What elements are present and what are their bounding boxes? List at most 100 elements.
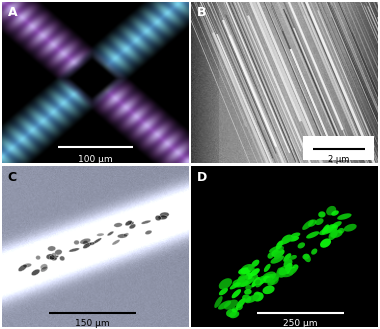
Text: 2 μm: 2 μm xyxy=(328,155,350,164)
Ellipse shape xyxy=(318,211,326,217)
Ellipse shape xyxy=(289,267,298,275)
Ellipse shape xyxy=(293,264,298,270)
Ellipse shape xyxy=(242,294,251,302)
Ellipse shape xyxy=(83,242,92,249)
Ellipse shape xyxy=(158,215,167,220)
Ellipse shape xyxy=(264,264,271,272)
Ellipse shape xyxy=(46,254,54,260)
Ellipse shape xyxy=(331,210,339,216)
Ellipse shape xyxy=(276,240,283,250)
Ellipse shape xyxy=(253,291,260,298)
Ellipse shape xyxy=(55,249,62,255)
Ellipse shape xyxy=(83,240,88,245)
Ellipse shape xyxy=(302,219,314,230)
Ellipse shape xyxy=(51,253,56,257)
Ellipse shape xyxy=(93,238,101,244)
Ellipse shape xyxy=(277,267,286,275)
Ellipse shape xyxy=(125,220,132,226)
Ellipse shape xyxy=(263,286,275,294)
Ellipse shape xyxy=(268,252,274,259)
Ellipse shape xyxy=(241,277,254,287)
Ellipse shape xyxy=(41,266,48,272)
Ellipse shape xyxy=(245,272,253,280)
Ellipse shape xyxy=(306,231,319,239)
Ellipse shape xyxy=(248,265,255,271)
Ellipse shape xyxy=(226,309,236,317)
Ellipse shape xyxy=(241,264,253,274)
Ellipse shape xyxy=(326,206,336,215)
Ellipse shape xyxy=(261,271,276,282)
Ellipse shape xyxy=(224,300,238,310)
Text: 250 μm: 250 μm xyxy=(283,319,318,328)
Ellipse shape xyxy=(160,212,169,217)
Ellipse shape xyxy=(283,253,291,262)
Ellipse shape xyxy=(231,307,238,312)
Ellipse shape xyxy=(230,281,241,290)
Ellipse shape xyxy=(18,265,27,271)
Ellipse shape xyxy=(277,246,284,251)
Ellipse shape xyxy=(330,230,343,238)
Ellipse shape xyxy=(331,221,342,228)
Ellipse shape xyxy=(302,254,309,260)
Ellipse shape xyxy=(51,255,59,260)
Ellipse shape xyxy=(31,269,40,276)
Ellipse shape xyxy=(219,288,228,295)
Ellipse shape xyxy=(268,275,274,281)
Ellipse shape xyxy=(129,224,136,229)
Text: B: B xyxy=(197,7,206,19)
Ellipse shape xyxy=(107,231,114,236)
Ellipse shape xyxy=(322,224,329,234)
Ellipse shape xyxy=(329,229,338,240)
Ellipse shape xyxy=(315,218,324,225)
Ellipse shape xyxy=(255,279,260,285)
Ellipse shape xyxy=(281,235,293,244)
Ellipse shape xyxy=(248,273,258,281)
Ellipse shape xyxy=(238,267,252,275)
Ellipse shape xyxy=(344,224,357,232)
Ellipse shape xyxy=(282,267,297,274)
Ellipse shape xyxy=(329,224,337,231)
Text: 100 μm: 100 μm xyxy=(78,155,112,164)
Ellipse shape xyxy=(237,276,247,283)
Ellipse shape xyxy=(141,220,151,224)
Ellipse shape xyxy=(263,276,271,282)
Ellipse shape xyxy=(289,236,299,241)
Ellipse shape xyxy=(304,254,311,262)
Text: 150 μm: 150 μm xyxy=(75,319,110,328)
Ellipse shape xyxy=(69,248,79,252)
Ellipse shape xyxy=(252,260,260,267)
Text: D: D xyxy=(197,170,207,184)
Ellipse shape xyxy=(266,277,273,283)
Ellipse shape xyxy=(255,276,265,288)
Ellipse shape xyxy=(279,265,290,275)
Ellipse shape xyxy=(40,264,48,269)
Ellipse shape xyxy=(155,215,161,221)
Ellipse shape xyxy=(281,271,293,277)
Ellipse shape xyxy=(269,246,282,253)
Ellipse shape xyxy=(271,255,284,264)
Ellipse shape xyxy=(218,300,231,310)
Ellipse shape xyxy=(285,263,293,271)
Ellipse shape xyxy=(230,309,237,316)
Ellipse shape xyxy=(268,280,275,286)
Ellipse shape xyxy=(250,268,260,276)
Ellipse shape xyxy=(291,233,300,238)
Ellipse shape xyxy=(214,296,223,308)
Ellipse shape xyxy=(74,240,79,245)
Ellipse shape xyxy=(245,285,252,291)
Ellipse shape xyxy=(236,304,243,310)
Ellipse shape xyxy=(244,289,252,295)
Ellipse shape xyxy=(253,292,264,302)
Ellipse shape xyxy=(268,273,279,283)
Ellipse shape xyxy=(219,278,232,290)
Ellipse shape xyxy=(338,228,345,234)
FancyBboxPatch shape xyxy=(303,136,374,160)
Ellipse shape xyxy=(277,238,291,246)
Ellipse shape xyxy=(290,255,297,260)
Text: A: A xyxy=(8,7,17,19)
Ellipse shape xyxy=(129,221,134,225)
Ellipse shape xyxy=(311,248,317,255)
Ellipse shape xyxy=(80,238,91,244)
Ellipse shape xyxy=(234,280,249,288)
Ellipse shape xyxy=(60,256,65,261)
